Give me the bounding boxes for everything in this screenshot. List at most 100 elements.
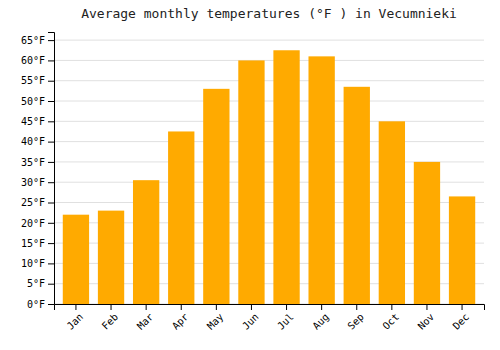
- y-tick-mark: [48, 81, 54, 82]
- y-tick-mark: [48, 304, 54, 305]
- x-tick: Jul: [275, 304, 296, 332]
- bar: [63, 215, 89, 304]
- y-tick: 30°F: [21, 177, 54, 188]
- title: Average monthly temperatures (°F ) in Ve…: [81, 6, 457, 21]
- grid: [54, 40, 484, 304]
- y-tick-mark: [48, 203, 54, 204]
- x-tick: Apr: [170, 304, 191, 332]
- y-tick-mark: [48, 60, 54, 61]
- x-tick-mark: [462, 304, 463, 310]
- y-tick-label: 60°F: [21, 55, 45, 66]
- x-tick-mark: [286, 304, 287, 310]
- y-tick-mark: [48, 263, 54, 264]
- y-tick: 50°F: [21, 96, 54, 107]
- x-tick-label: Aug: [310, 311, 331, 332]
- x-tick-label: Dec: [451, 311, 472, 332]
- bar: [168, 131, 194, 304]
- x-tick-mark: [321, 304, 322, 310]
- bars: [63, 50, 475, 304]
- y-tick: 55°F: [21, 75, 54, 86]
- x-tick: Feb: [100, 304, 121, 332]
- x-tick: Dec: [451, 304, 472, 332]
- x-tick-mark: [251, 304, 252, 310]
- y-tick: 45°F: [21, 116, 54, 127]
- y-axis-line: [48, 33, 55, 305]
- x-tick-label: Oct: [380, 311, 401, 332]
- plot: 0°F 5°F 10°F 15°F 20°F 25°F 30°F 35°F 40°F 45°F 50…: [21, 33, 485, 332]
- x-tick: Nov: [416, 304, 437, 332]
- x-tick-mark: [356, 304, 357, 310]
- y-tick: 40°F: [21, 136, 54, 147]
- bar: [449, 196, 475, 304]
- y-axis: 0°F 5°F 10°F 15°F 20°F 25°F 30°F 35°F 40°F 45°F 50…: [21, 33, 55, 310]
- y-tick-label: 55°F: [21, 75, 45, 86]
- x-tick-label: May: [205, 311, 226, 332]
- y-tick: 5°F: [27, 278, 54, 289]
- x-tick: Mar: [135, 304, 156, 332]
- y-tick-label: 20°F: [21, 218, 45, 229]
- x-tick: Oct: [380, 304, 401, 332]
- grid-line: [54, 40, 484, 41]
- y-tick-label: 65°F: [21, 35, 45, 46]
- x-tick-mark: [391, 304, 392, 310]
- y-tick-label: 40°F: [21, 136, 45, 147]
- y-tick-mark: [48, 284, 54, 285]
- grid-line: [54, 60, 484, 61]
- y-tick-mark: [48, 182, 54, 183]
- y-tick-mark: [48, 223, 54, 224]
- x-tick-mark: [111, 304, 112, 310]
- y-tick: 65°F: [21, 35, 54, 46]
- y-tick-label: 0°F: [27, 299, 45, 310]
- grid-line: [54, 80, 484, 81]
- x-tick-label: Jan: [65, 311, 86, 332]
- y-tick: 10°F: [21, 258, 54, 269]
- y-tick: 20°F: [21, 218, 54, 229]
- y-tick-mark: [48, 101, 54, 102]
- x-axis: Jan Feb Mar Apr May Jun Jul Aug Sep Oct Nov Dec: [55, 304, 485, 332]
- bar: [133, 180, 159, 304]
- x-tick-mark: [75, 304, 76, 310]
- x-tick: Sep: [345, 304, 366, 332]
- x-tick: May: [205, 304, 226, 332]
- y-tick-label: 50°F: [21, 96, 45, 107]
- grid-line: [54, 101, 484, 102]
- x-tick-mark: [146, 304, 147, 310]
- y-tick: 35°F: [21, 157, 54, 168]
- x-tick-label: Feb: [100, 311, 121, 332]
- y-tick-mark: [48, 243, 54, 244]
- x-tick: Jun: [240, 304, 261, 332]
- bar: [308, 56, 334, 304]
- y-tick-mark: [48, 121, 54, 122]
- bar: [379, 121, 405, 304]
- bar: [273, 50, 299, 304]
- x-tick-label: Nov: [416, 311, 437, 332]
- x-tick-label: Jul: [275, 311, 296, 332]
- x-tick-label: Apr: [170, 311, 191, 332]
- y-tick-label: 15°F: [21, 238, 45, 249]
- grid-line: [54, 121, 484, 122]
- bar: [98, 211, 124, 304]
- bar: [344, 87, 370, 304]
- grid-line: [54, 141, 484, 142]
- x-tick-label: Sep: [345, 311, 366, 332]
- y-tick-label: 45°F: [21, 116, 45, 127]
- y-tick-label: 30°F: [21, 177, 45, 188]
- y-tick: 15°F: [21, 238, 54, 249]
- bar: [414, 162, 440, 304]
- x-tick-mark: [181, 304, 182, 310]
- y-tick-mark: [48, 40, 54, 41]
- y-tick-mark: [48, 142, 54, 143]
- y-tick-label: 25°F: [21, 197, 45, 208]
- y-tick-mark: [48, 162, 54, 163]
- x-tick-mark: [426, 304, 427, 310]
- y-tick-label: 5°F: [27, 278, 45, 289]
- x-tick-label: Mar: [135, 311, 156, 332]
- y-tick: 25°F: [21, 197, 54, 208]
- x-tick: Aug: [310, 304, 331, 332]
- bar: [238, 60, 264, 304]
- y-tick: 0°F: [27, 299, 54, 310]
- y-tick: 60°F: [21, 55, 54, 66]
- bar: [203, 89, 229, 304]
- x-axis-line: [55, 305, 485, 311]
- chart: 0°F 5°F 10°F 15°F 20°F 25°F 30°F 35°F 40°F 45°F 50…: [0, 0, 500, 350]
